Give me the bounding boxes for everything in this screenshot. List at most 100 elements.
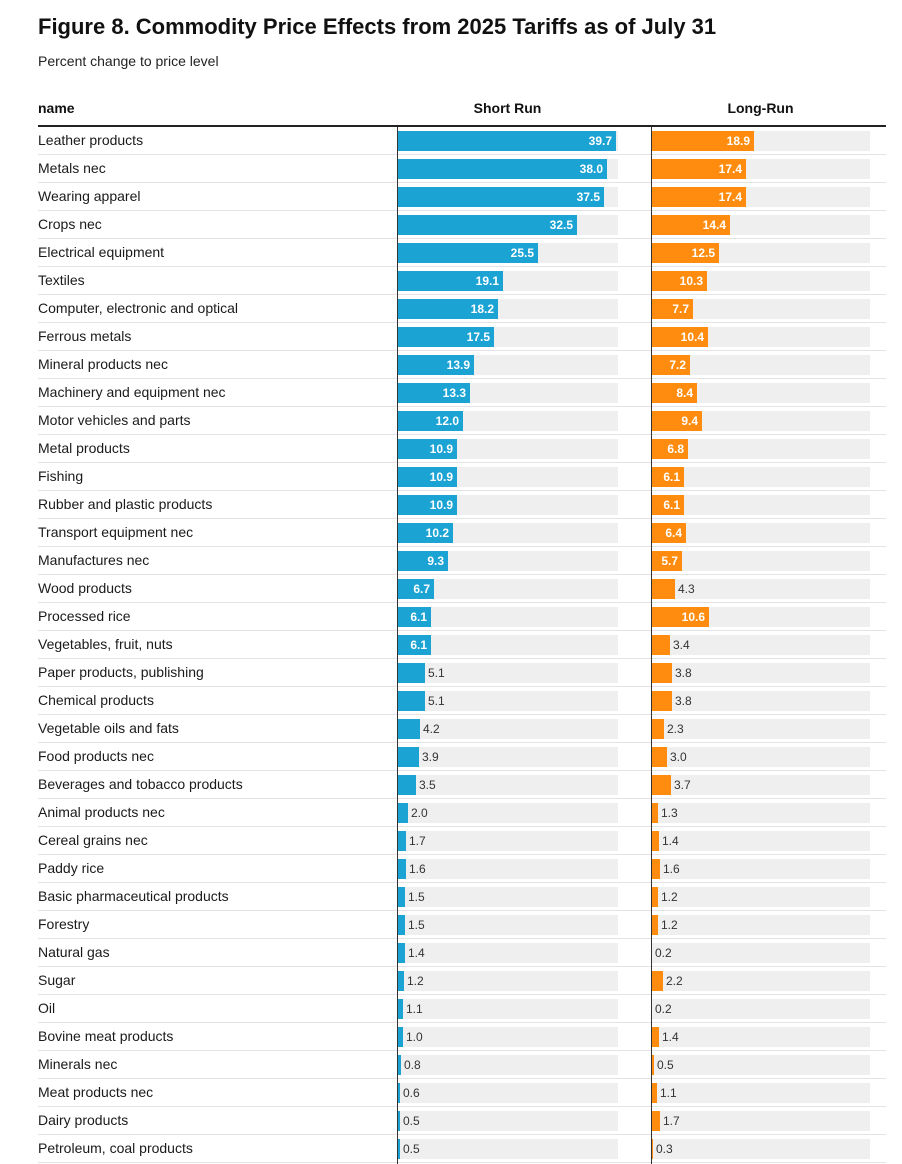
- long-run-track: 1.1: [651, 1083, 870, 1103]
- long-run-bar: [651, 495, 684, 515]
- category-label: Ferrous metals: [38, 328, 132, 344]
- long-run-bar: [651, 411, 702, 431]
- table-row: Vegetable oils and fats 4.2 2.3: [38, 715, 886, 743]
- long-run-track: 1.4: [651, 1027, 870, 1047]
- long-run-value-label: 1.3: [661, 806, 678, 820]
- short-run-value-label: 32.5: [549, 218, 573, 232]
- category-label: Paper products, publishing: [38, 664, 204, 680]
- table-row: Natural gas 1.4 0.2: [38, 939, 886, 967]
- category-label: Fishing: [38, 468, 84, 484]
- short-run-track: 1.1: [397, 999, 618, 1019]
- short-run-value-label: 10.9: [429, 470, 453, 484]
- short-run-bar: [397, 635, 431, 655]
- long-run-bar: [651, 551, 682, 571]
- long-run-track: 7.2: [651, 355, 870, 375]
- short-run-bar: [397, 551, 448, 571]
- long-run-value-label: 6.1: [663, 470, 680, 484]
- long-run-track: 1.6: [651, 859, 870, 879]
- category-label: Forestry: [38, 916, 90, 932]
- short-run-value-label: 10.9: [429, 498, 453, 512]
- long-run-track: 0.2: [651, 943, 870, 963]
- long-run-bar: [651, 383, 697, 403]
- short-run-bar: [397, 1055, 401, 1075]
- long-run-value-label: 0.5: [657, 1058, 674, 1072]
- long-run-bar: [651, 579, 675, 599]
- short-run-bar: [397, 971, 404, 991]
- short-run-bar: [397, 775, 416, 795]
- short-run-bar: [397, 803, 408, 823]
- long-run-value-label: 3.8: [675, 694, 692, 708]
- long-run-bar: [651, 467, 684, 487]
- short-run-bar: [397, 887, 405, 907]
- table-row: Food products nec 3.9 3.0: [38, 743, 886, 771]
- long-run-track: 4.3: [651, 579, 870, 599]
- category-label: Computer, electronic and optical: [38, 300, 238, 316]
- long-run-bar: [651, 663, 672, 683]
- long-run-track: 1.7: [651, 1111, 870, 1131]
- long-run-bar: [651, 439, 688, 459]
- short-run-track: 10.9: [397, 495, 618, 515]
- long-run-bar: [651, 355, 690, 375]
- long-run-value-label: 10.3: [679, 274, 703, 288]
- long-run-track: 10.3: [651, 271, 870, 291]
- long-run-track: 1.2: [651, 915, 870, 935]
- long-run-value-label: 1.2: [661, 890, 678, 904]
- category-label: Machinery and equipment nec: [38, 384, 226, 400]
- short-run-value-label: 1.5: [408, 890, 425, 904]
- long-run-track: 14.4: [651, 215, 870, 235]
- short-run-track: 6.7: [397, 579, 618, 599]
- long-run-bar: [651, 1083, 657, 1103]
- category-label: Transport equipment nec: [38, 524, 194, 540]
- short-run-value-label: 0.5: [403, 1114, 420, 1128]
- long-run-bar: [651, 1139, 653, 1159]
- long-run-track: 3.8: [651, 691, 870, 711]
- short-run-bar: [397, 691, 425, 711]
- long-run-track: 0.5: [651, 1055, 870, 1075]
- table-row: Leather products 39.7 18.9: [38, 127, 886, 155]
- short-run-value-label: 1.4: [408, 946, 425, 960]
- category-label: Basic pharmaceutical products: [38, 888, 229, 904]
- table-row: Petroleum, coal products 0.5 0.3: [38, 1135, 886, 1163]
- category-label: Metals nec: [38, 160, 106, 176]
- table-row: Minerals nec 0.8 0.5: [38, 1051, 886, 1079]
- long-run-track: 17.4: [651, 187, 870, 207]
- long-run-value-label: 3.0: [670, 750, 687, 764]
- short-run-bar: [397, 159, 607, 179]
- table-row: Metal products 10.9 6.8: [38, 435, 886, 463]
- long-run-bar: [651, 691, 672, 711]
- long-run-bar: [651, 187, 746, 207]
- short-run-bar: [397, 663, 425, 683]
- long-run-value-label: 1.1: [660, 1086, 677, 1100]
- short-run-bar: [397, 467, 457, 487]
- short-run-value-label: 18.2: [470, 302, 494, 316]
- category-label: Processed rice: [38, 608, 131, 624]
- long-run-track: 17.4: [651, 159, 870, 179]
- long-run-value-label: 2.3: [667, 722, 684, 736]
- long-run-value-label: 10.6: [681, 610, 705, 624]
- table-row: Wood products 6.7 4.3: [38, 575, 886, 603]
- long-run-value-label: 1.4: [662, 834, 679, 848]
- short-run-track: 5.1: [397, 663, 618, 683]
- table-row: Oil 1.1 0.2: [38, 995, 886, 1023]
- short-run-value-label: 13.9: [446, 358, 470, 372]
- short-run-value-label: 1.7: [409, 834, 426, 848]
- short-run-track: 12.0: [397, 411, 618, 431]
- long-run-bar: [651, 915, 658, 935]
- short-run-bar: [397, 215, 577, 235]
- short-run-value-label: 0.8: [404, 1058, 421, 1072]
- long-run-track: 5.7: [651, 551, 870, 571]
- long-run-bar: [651, 159, 746, 179]
- short-run-track: 0.5: [397, 1139, 618, 1159]
- long-run-bar: [651, 887, 658, 907]
- long-run-value-label: 2.2: [666, 974, 683, 988]
- short-run-bar: [397, 1027, 403, 1047]
- table-row: Crops nec 32.5 14.4: [38, 211, 886, 239]
- table-row: Computer, electronic and optical 18.2 7.7: [38, 295, 886, 323]
- category-label: Animal products nec: [38, 804, 165, 820]
- long-run-track: 3.7: [651, 775, 870, 795]
- long-run-bar: [651, 635, 670, 655]
- long-run-track: 6.4: [651, 523, 870, 543]
- long-run-value-label: 17.4: [718, 162, 742, 176]
- short-run-bar: [397, 131, 616, 151]
- long-run-track: 2.2: [651, 971, 870, 991]
